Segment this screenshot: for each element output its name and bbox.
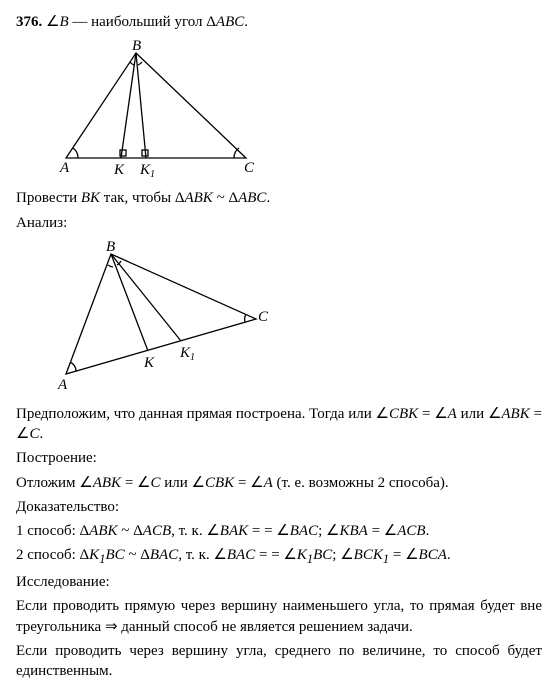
svg-text:C: C — [244, 160, 255, 176]
method-1: 1 способ: ΔABK ~ ΔACB, т. к. ∠BAK = = ∠B… — [16, 521, 542, 541]
investigation-label: Исследование: — [16, 572, 542, 592]
svg-text:K1: K1 — [179, 345, 195, 363]
line-construct: Провести BK так, чтобы ΔABK ~ ΔABC. — [16, 188, 542, 208]
assumption: Предположим, что данная прямая построена… — [16, 404, 542, 445]
figure-1: A B C K K1 — [46, 38, 542, 178]
construction-text: Отложим ∠ABK = ∠C или ∠CBK = ∠A (т. е. в… — [16, 473, 542, 493]
svg-text:C: C — [258, 309, 269, 325]
line1: 376. ∠B — наибольший угол ΔABC. — [16, 12, 542, 32]
svg-text:B: B — [132, 38, 141, 54]
svg-text:K: K — [113, 162, 125, 178]
method-2: 2 способ: ΔK1BC ~ ΔBAC, т. к. ∠BAC = = ∠… — [16, 545, 542, 568]
triangle-figure-1: A B C K K1 — [46, 38, 266, 178]
problem-number: 376. — [16, 14, 42, 30]
svg-text:A: A — [59, 160, 70, 176]
investigation-1: Если проводить прямую через вершину наим… — [16, 596, 542, 637]
construction-label: Построение: — [16, 448, 542, 468]
triangle-figure-2: A B C K K1 — [46, 239, 276, 394]
svg-text:K1: K1 — [139, 162, 155, 178]
svg-text:A: A — [57, 377, 68, 393]
svg-text:B: B — [106, 239, 115, 255]
investigation-2: Если проводить через вершину угла, средн… — [16, 641, 542, 682]
proof-label: Доказательство: — [16, 497, 542, 517]
figure-2: A B C K K1 — [46, 239, 542, 394]
svg-text:K: K — [143, 355, 155, 371]
analysis-label: Анализ: — [16, 213, 542, 233]
